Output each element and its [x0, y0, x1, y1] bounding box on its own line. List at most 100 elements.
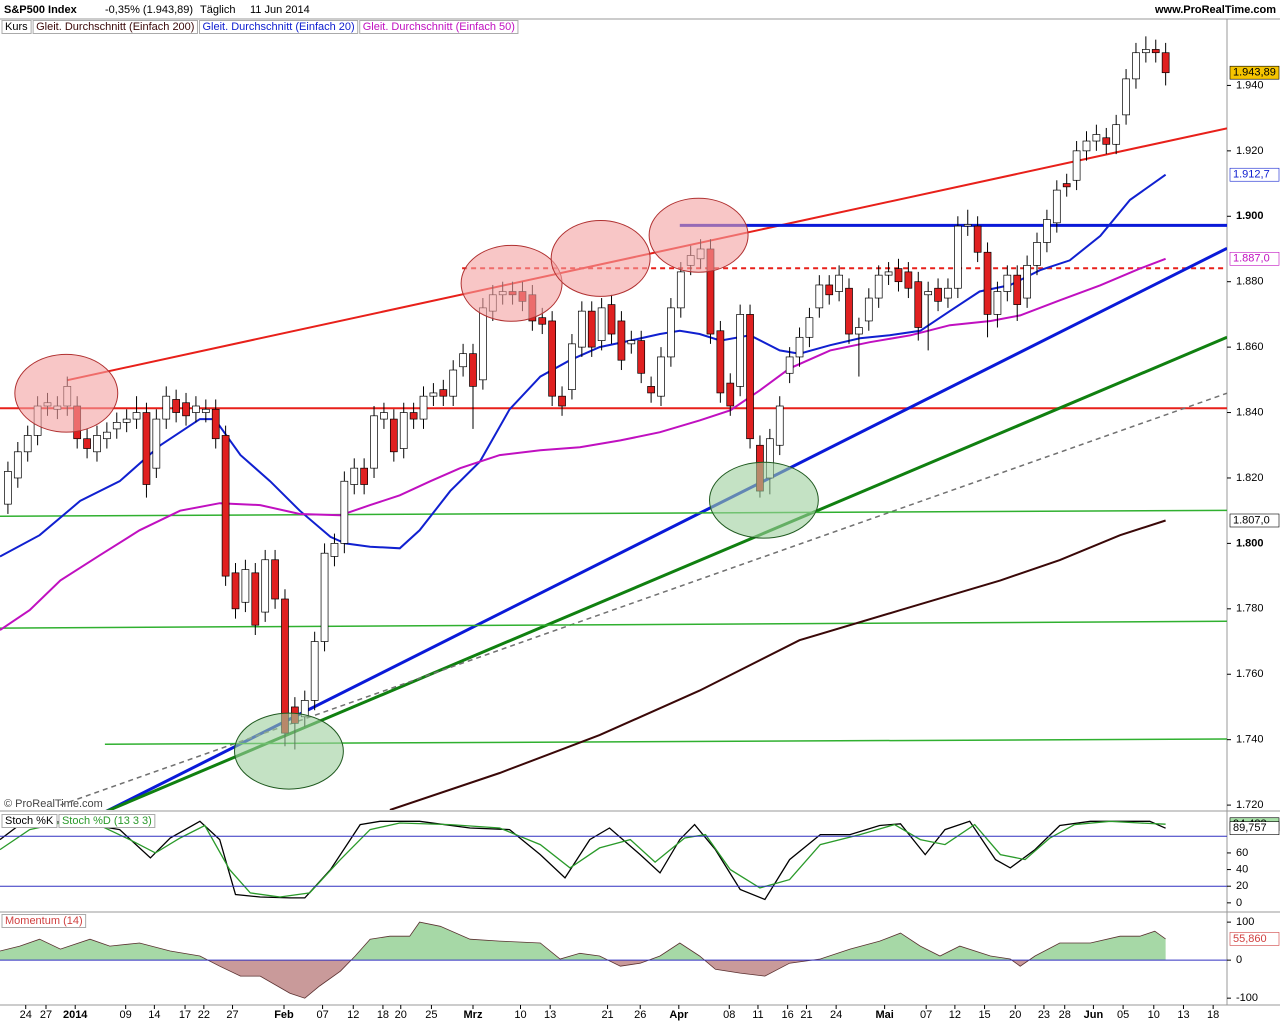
- last-value-label: 1.887,0: [1233, 253, 1270, 265]
- y-tick-label: 1.760: [1236, 668, 1264, 680]
- candle-body: [182, 402, 190, 417]
- candle-body: [647, 386, 655, 394]
- y-tick-label: 20: [1236, 880, 1248, 892]
- legend-label: Kurs: [5, 21, 28, 33]
- candle-body: [449, 369, 458, 397]
- series-line: [0, 820, 1166, 898]
- last-value-label: 1.807,0: [1233, 514, 1270, 526]
- legend-label: Gleit. Durchschnitt (Einfach 50): [363, 21, 515, 33]
- candle-body: [459, 353, 467, 368]
- candle-body: [1102, 137, 1111, 145]
- candle-body: [192, 405, 200, 413]
- x-tick-label: 20: [395, 1009, 407, 1021]
- candle-body: [1092, 134, 1101, 142]
- area-outline: [0, 921, 1166, 999]
- candle-body: [429, 392, 438, 397]
- x-tick-label: 26: [634, 1009, 646, 1021]
- candle-body: [993, 291, 1002, 315]
- candle-body: [944, 287, 952, 299]
- candle-body: [221, 435, 230, 577]
- candle-body: [1112, 124, 1121, 145]
- candle-body: [370, 415, 378, 469]
- x-tick-label: 07: [316, 1009, 328, 1021]
- candle-body: [568, 343, 576, 390]
- x-tick-label: 28: [1059, 1009, 1071, 1021]
- candle-body: [439, 389, 448, 397]
- candle-body: [1013, 274, 1022, 305]
- last-value-label: 89,757: [1233, 822, 1267, 834]
- x-tick-label: 2014: [63, 1009, 88, 1021]
- x-tick-label: 23: [1038, 1009, 1050, 1021]
- candle-body: [924, 291, 933, 296]
- candle-body: [558, 395, 566, 407]
- trendline: [60, 392, 1227, 806]
- x-tick-label: 17: [179, 1009, 191, 1021]
- x-tick-label: 18: [377, 1009, 389, 1021]
- candle-body: [1161, 52, 1170, 74]
- candle-body: [726, 382, 735, 407]
- x-tick-label: 22: [198, 1009, 210, 1021]
- candle-body: [93, 435, 101, 453]
- candle-body: [360, 467, 368, 485]
- trendline: [0, 509, 1227, 517]
- x-tick-label: 07: [920, 1009, 932, 1021]
- x-tick-label: 27: [226, 1009, 238, 1021]
- legend-box: [1, 914, 87, 928]
- layer: [0, 36, 1227, 810]
- trendline: [0, 620, 1227, 629]
- candle-body: [1052, 189, 1061, 224]
- y-tick-label: 1.920: [1236, 145, 1264, 157]
- highlight-ellipse: [460, 244, 563, 322]
- candle-body: [627, 340, 636, 345]
- y-tick-label: 1.740: [1236, 734, 1264, 746]
- legend-box: [32, 20, 198, 34]
- candle-body: [340, 480, 349, 544]
- candle-body: [310, 641, 319, 701]
- candle-body: [83, 438, 91, 449]
- x-tick-label: 21: [601, 1009, 613, 1021]
- y-tick-label: 1.940: [1236, 79, 1264, 91]
- candle-body: [657, 356, 665, 397]
- candle-body: [785, 356, 794, 374]
- x-tick-label: 27: [40, 1009, 52, 1021]
- y-tick-label: 100: [1236, 916, 1254, 928]
- moving-average: [389, 519, 1166, 810]
- candle-body: [587, 310, 596, 348]
- candle-body: [103, 431, 111, 440]
- y-tick-label: 1.900: [1236, 210, 1264, 222]
- last-value-label: 1.912,7: [1233, 169, 1270, 181]
- date: 11 Jun 2014: [250, 4, 310, 16]
- legend-box: [1, 814, 58, 828]
- x-tick-label: 25: [425, 1009, 437, 1021]
- candle-body: [934, 287, 942, 302]
- x-tick-label: Apr: [669, 1009, 689, 1021]
- candle-body: [330, 543, 339, 557]
- legend-box: [58, 814, 156, 828]
- candle-body: [597, 307, 606, 341]
- candle-body: [13, 451, 22, 479]
- x-tick-label: 24: [20, 1009, 32, 1021]
- candle-body: [805, 317, 814, 338]
- highlight-ellipse: [708, 461, 819, 539]
- last-value-badge: [1229, 513, 1280, 528]
- candle-body: [736, 314, 745, 387]
- moving-average: [0, 257, 1166, 631]
- instrument: S&P500 Index: [4, 4, 78, 16]
- site: www.ProRealTime.com: [1154, 4, 1276, 16]
- legend-label: Stoch %K: [5, 815, 54, 827]
- x-tick-label: 13: [1177, 1009, 1189, 1021]
- candle-body: [746, 314, 754, 440]
- y-tick-label: 1.800: [1236, 537, 1264, 549]
- legend-label: Stoch %D (13 3 3): [62, 815, 152, 827]
- change: -0,35% (1.943,89): [105, 4, 193, 16]
- x-tick-label: 05: [1117, 1009, 1129, 1021]
- candle-body: [271, 559, 279, 600]
- x-tick-label: 12: [949, 1009, 961, 1021]
- candle-body: [577, 310, 586, 348]
- candle-body: [1072, 150, 1081, 181]
- candle-body: [419, 395, 428, 420]
- y-tick-label: 1.880: [1236, 276, 1264, 288]
